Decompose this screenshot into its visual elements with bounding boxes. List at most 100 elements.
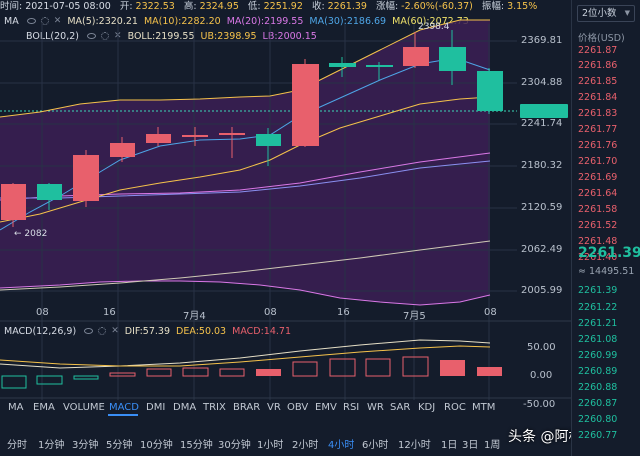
- bid-price[interactable]: 2260.77: [578, 430, 618, 441]
- open-value: 开: 2322.53: [119, 1, 175, 12]
- timeframe-1w[interactable]: 1周: [484, 440, 501, 451]
- macd-axis-label: 50.00: [527, 342, 556, 353]
- ask-price[interactable]: 2261.83: [578, 108, 618, 119]
- indicator-tab-ema[interactable]: EMA: [33, 402, 55, 413]
- ohlc-info-row: 时间: 2021-07-05 08:00 开: 2322.53 高: 2324.95 …: [0, 0, 543, 14]
- ask-price[interactable]: 2261.77: [578, 124, 618, 135]
- indicator-tab-ma[interactable]: MA: [8, 402, 24, 413]
- ma5-line: [0, 57, 491, 231]
- bid-price[interactable]: 2260.89: [578, 366, 618, 377]
- time-axis-label: 16: [337, 307, 350, 318]
- timeframe-5m[interactable]: 5分钟: [106, 440, 133, 451]
- indicator-tab-macd[interactable]: MACD: [109, 402, 139, 413]
- timeframe-12h[interactable]: 12小时: [398, 440, 431, 451]
- indicator-tab-dmi[interactable]: DMI: [146, 402, 166, 413]
- indicator-tab-vr[interactable]: VR: [267, 402, 281, 413]
- indicator-tab-mtm[interactable]: MTM: [472, 402, 496, 413]
- high-price-marker: 2398.4: [418, 22, 450, 32]
- indicator-tab-dma[interactable]: DMA: [173, 402, 197, 413]
- close-icon[interactable]: ✕: [53, 16, 62, 26]
- timeframe-1d[interactable]: 1日: [441, 440, 458, 451]
- macd-bar: [440, 360, 465, 376]
- indicator-tab-trix[interactable]: TRIX: [203, 402, 226, 413]
- bid-price[interactable]: 2260.99: [578, 350, 618, 361]
- timeframe-1m[interactable]: 1分钟: [38, 440, 65, 451]
- macd-axis-label: 0.00: [530, 370, 553, 381]
- bid-price[interactable]: 2261.08: [578, 334, 618, 345]
- indicator-tab-sar[interactable]: SAR: [390, 402, 411, 413]
- chevron-down-icon: ▼: [624, 9, 630, 17]
- ask-price[interactable]: 2261.40: [578, 252, 618, 263]
- time-label: 时间: 2021-07-05 08:00: [0, 1, 111, 12]
- lb-value: LB:2000.15: [262, 30, 317, 42]
- ask-price[interactable]: 2261.48: [578, 236, 618, 247]
- indicator-tab-obv[interactable]: OBV: [287, 402, 309, 413]
- macd-bar: [109, 372, 136, 377]
- ma-legend-row: MA ✕ MA(5):2320.21 MA(10):2282.20 MA(20)…: [4, 14, 472, 28]
- timeframe-30m[interactable]: 30分钟: [218, 440, 251, 451]
- candle: [182, 135, 208, 137]
- indicator-tab-volume[interactable]: VOLUME: [63, 402, 105, 413]
- grid-lines: [0, 24, 517, 400]
- bid-price[interactable]: 2261.39: [578, 285, 618, 296]
- macd-dif-line: [0, 339, 491, 369]
- ask-price[interactable]: 2261.87: [578, 45, 618, 56]
- ask-price[interactable]: 2261.86: [578, 60, 618, 71]
- gear-icon[interactable]: [101, 32, 110, 40]
- last-price-sub: ≈ 14495.51: [578, 266, 635, 277]
- indicator-tab-wr[interactable]: WR: [367, 402, 384, 413]
- timeframe-fenshi[interactable]: 分时: [7, 440, 27, 451]
- bid-price[interactable]: 2261.21: [578, 318, 618, 329]
- price-axis-label: 2062.49: [521, 244, 563, 255]
- macd-bar: [365, 358, 391, 377]
- gear-icon[interactable]: [40, 17, 49, 25]
- timeframe-10m[interactable]: 10分钟: [140, 440, 173, 451]
- indicator-tab-brar[interactable]: BRAR: [233, 402, 261, 413]
- candle: [439, 47, 466, 71]
- ask-price[interactable]: 2261.58: [578, 204, 618, 215]
- bid-price[interactable]: 2261.22: [578, 302, 618, 313]
- candlestick-chart[interactable]: [0, 0, 571, 420]
- ask-price[interactable]: 2261.85: [578, 76, 618, 87]
- gear-icon[interactable]: [98, 327, 107, 335]
- ask-price[interactable]: 2261.76: [578, 140, 618, 151]
- decimal-select[interactable]: 2位小数 ▼: [577, 5, 635, 22]
- eye-icon[interactable]: [87, 33, 97, 39]
- candle: [403, 47, 429, 66]
- indicator-tab-emv[interactable]: EMV: [315, 402, 337, 413]
- timeframe-2h[interactable]: 2小时: [292, 440, 319, 451]
- ask-price[interactable]: 2261.52: [578, 220, 618, 231]
- price-axis-label: 2120.59: [521, 202, 563, 213]
- bid-price[interactable]: 2260.88: [578, 382, 618, 393]
- low-value: 低: 2251.92: [247, 1, 303, 12]
- eye-icon[interactable]: [84, 328, 94, 334]
- price-axis-label: 2180.32: [521, 160, 563, 171]
- macd-bar: [292, 361, 318, 377]
- macd-indicator-name: MACD(12,26,9): [4, 325, 77, 337]
- ask-price[interactable]: 2261.64: [578, 188, 618, 199]
- close-icon[interactable]: ✕: [111, 326, 119, 336]
- timeframe-4h[interactable]: 4小时: [328, 440, 355, 451]
- timeframe-6h[interactable]: 6小时: [362, 440, 389, 451]
- indicator-tab-roc[interactable]: ROC: [444, 402, 466, 413]
- ask-price[interactable]: 2261.69: [578, 172, 618, 183]
- boll-value: BOLL:2199.55: [127, 30, 195, 42]
- bid-price[interactable]: 2260.87: [578, 398, 618, 409]
- indicator-tab-rsi[interactable]: RSI: [343, 402, 360, 413]
- timeframe-1h[interactable]: 1小时: [257, 440, 284, 451]
- current-price-tag: [520, 104, 568, 118]
- candle: [366, 65, 393, 67]
- bid-price[interactable]: 2260.80: [578, 414, 618, 425]
- ask-price[interactable]: 2261.70: [578, 156, 618, 167]
- ask-price[interactable]: 2261.84: [578, 92, 618, 103]
- candle: [146, 134, 171, 143]
- macd-bar: [329, 358, 356, 377]
- eye-icon[interactable]: [26, 18, 36, 24]
- timeframe-3d[interactable]: 3日: [462, 440, 479, 451]
- indicator-tab-kdj[interactable]: KDJ: [418, 402, 436, 413]
- price-axis-label: 2369.81: [521, 35, 563, 46]
- candle: [73, 155, 99, 201]
- timeframe-3m[interactable]: 3分钟: [72, 440, 99, 451]
- ma60-line: [0, 240, 491, 291]
- timeframe-15m[interactable]: 15分钟: [180, 440, 213, 451]
